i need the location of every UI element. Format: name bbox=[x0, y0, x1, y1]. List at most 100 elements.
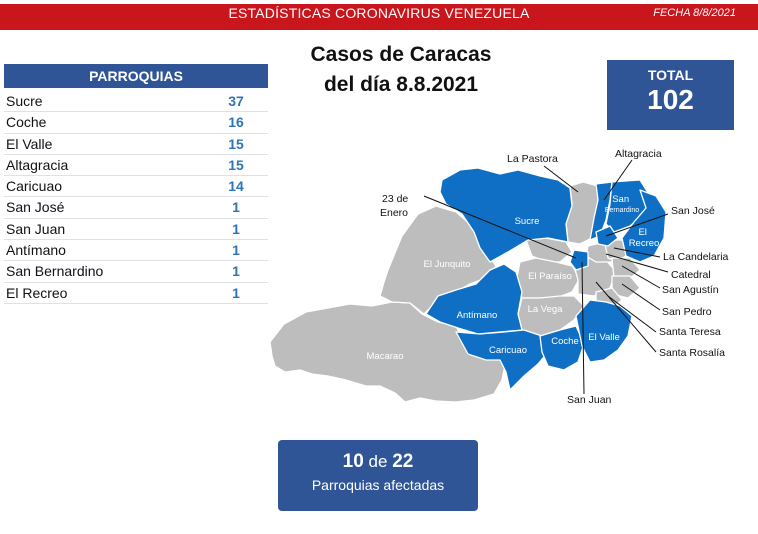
parish-name: San Bernardino bbox=[6, 263, 104, 280]
summary-total: 22 bbox=[392, 451, 414, 472]
leader-line-la-candelaria bbox=[613, 247, 661, 258]
parish-count: 16 bbox=[228, 114, 244, 131]
table-row: Coche 16 bbox=[4, 112, 268, 134]
parish-count: 37 bbox=[228, 93, 244, 109]
parishes-table-header: PARROQUIAS bbox=[4, 64, 268, 88]
table-row: El Valle 15 bbox=[4, 133, 268, 155]
parish-count: 14 bbox=[228, 178, 244, 195]
region-label-el-valle: El Valle bbox=[588, 332, 620, 343]
parish-count: 1 bbox=[232, 199, 240, 216]
callout-la-pastora: La Pastora bbox=[507, 153, 558, 165]
callout-san-agustin: San Agustín bbox=[662, 284, 719, 296]
main-title-line2: del día 8.8.2021 bbox=[323, 73, 479, 96]
column-divider bbox=[198, 282, 200, 303]
column-divider bbox=[198, 112, 200, 133]
summary-connector: de bbox=[368, 452, 388, 471]
callout-santa-rosalia: Santa Rosalía bbox=[659, 347, 725, 359]
callout-san-pedro: San Pedro bbox=[662, 306, 712, 318]
total-value: 102 bbox=[647, 84, 694, 115]
callout-la-candelaria: La Candelaria bbox=[663, 251, 729, 263]
parish-count: 1 bbox=[232, 220, 240, 237]
parish-count: 15 bbox=[228, 135, 244, 152]
table-row: San Juan 1 bbox=[4, 218, 268, 241]
region-label-coche: Coche bbox=[551, 336, 578, 347]
callout-san-juan: San Juan bbox=[567, 394, 612, 406]
leader-line-la-pastora bbox=[543, 165, 579, 193]
parish-count: 15 bbox=[228, 156, 244, 173]
column-divider bbox=[198, 91, 200, 112]
region-label-antimano: Antímano bbox=[457, 310, 498, 321]
map-region-sucre bbox=[439, 167, 573, 263]
region-label-el-junquito: El Junquito bbox=[423, 259, 470, 270]
region-label-el-recreo-line2: Recreo bbox=[629, 238, 660, 249]
column-divider bbox=[198, 176, 200, 197]
column-divider bbox=[198, 133, 200, 154]
leader-line-catedral bbox=[605, 253, 669, 273]
parish-name: San Juan bbox=[6, 220, 66, 237]
leader-line-san-jose bbox=[605, 213, 669, 237]
map-region-macarao bbox=[269, 301, 507, 403]
parish-name: Antímano bbox=[6, 242, 66, 259]
callout-santa-teresa: Santa Teresa bbox=[659, 326, 721, 338]
map-region-el-recreo bbox=[621, 189, 667, 263]
column-divider bbox=[198, 261, 200, 282]
column-divider bbox=[198, 240, 200, 261]
leader-line-altagracia bbox=[603, 159, 633, 201]
parish-name: El Recreo bbox=[6, 284, 68, 301]
summary-affected: 10 bbox=[342, 451, 364, 472]
map-region-san-bernardino bbox=[605, 179, 651, 233]
total-box: TOTAL 102 bbox=[607, 60, 734, 130]
summary-count: 10 de 22 bbox=[278, 451, 478, 473]
parish-name: Altagracia bbox=[6, 156, 69, 173]
region-label-caricuao: Caricuao bbox=[489, 345, 527, 356]
region-label-el-paraiso: El Paraíso bbox=[528, 271, 572, 282]
region-label-macarao: Macarao bbox=[367, 351, 404, 362]
table-row: El Recreo 1 bbox=[4, 282, 268, 304]
region-label-san-bernardino-line1: San bbox=[612, 194, 629, 205]
summary-box: 10 de 22 Parroquias afectadas bbox=[278, 440, 478, 511]
map-region-coche bbox=[539, 325, 585, 371]
parish-count: 1 bbox=[232, 284, 240, 301]
table-row: Sucre 37 bbox=[4, 91, 268, 113]
map-region-el-valle bbox=[575, 299, 633, 363]
callout-catedral: Catedral bbox=[671, 269, 711, 281]
region-label-san-bernardino-line2: Bernardino bbox=[605, 207, 639, 214]
column-divider bbox=[198, 197, 200, 218]
leader-line-santa-teresa bbox=[607, 295, 657, 333]
header-date: FECHA 8/8/2021 bbox=[653, 7, 736, 19]
region-label-la-vega: La Vega bbox=[528, 304, 564, 315]
parish-name: El Valle bbox=[6, 135, 53, 152]
callout-san-jose: San José bbox=[671, 205, 715, 217]
parish-count: 1 bbox=[232, 242, 240, 259]
map-region-caricuao bbox=[455, 329, 549, 391]
main-title: Casos de Caracas del día 8.8.2021 bbox=[296, 40, 506, 100]
region-label-el-recreo-line1: El bbox=[638, 227, 646, 238]
table-row: San Bernardino 1 bbox=[4, 261, 268, 283]
table-row: Caricuao 14 bbox=[4, 176, 268, 198]
total-label: TOTAL bbox=[647, 67, 694, 83]
leader-line-23-de-enero bbox=[423, 195, 577, 259]
parish-name: Caricuao bbox=[6, 178, 63, 195]
region-label-sucre: Sucre bbox=[515, 216, 540, 227]
parish-count: 1 bbox=[232, 263, 240, 280]
column-divider bbox=[198, 154, 200, 176]
table-row: Altagracia 15 bbox=[4, 154, 268, 177]
header-bar bbox=[0, 4, 758, 30]
table-row: San José 1 bbox=[4, 197, 268, 219]
map-region-san-agustin bbox=[611, 257, 641, 281]
map-region-antimano bbox=[425, 263, 523, 335]
main-title-line1: Casos de Caracas bbox=[310, 43, 492, 66]
parish-name: Sucre bbox=[6, 93, 43, 109]
header-title: ESTADÍSTICAS CORONAVIRUS VENEZUELA bbox=[228, 5, 530, 21]
callout-23-de-enero-line2: Enero bbox=[380, 207, 408, 219]
region-label-san-bernardino: San Bernardino bbox=[605, 194, 639, 214]
leader-line-santa-rosalia bbox=[595, 281, 657, 353]
summary-caption: Parroquias afectadas bbox=[311, 477, 445, 493]
leader-line-san-pedro bbox=[621, 283, 661, 311]
leader-line-san-juan bbox=[581, 261, 585, 395]
parish-name: San José bbox=[6, 199, 65, 216]
callout-altagracia: Altagracia bbox=[615, 148, 662, 160]
leader-line-san-agustin bbox=[621, 265, 661, 289]
callout-23-de-enero-line1: 23 de bbox=[382, 193, 408, 205]
